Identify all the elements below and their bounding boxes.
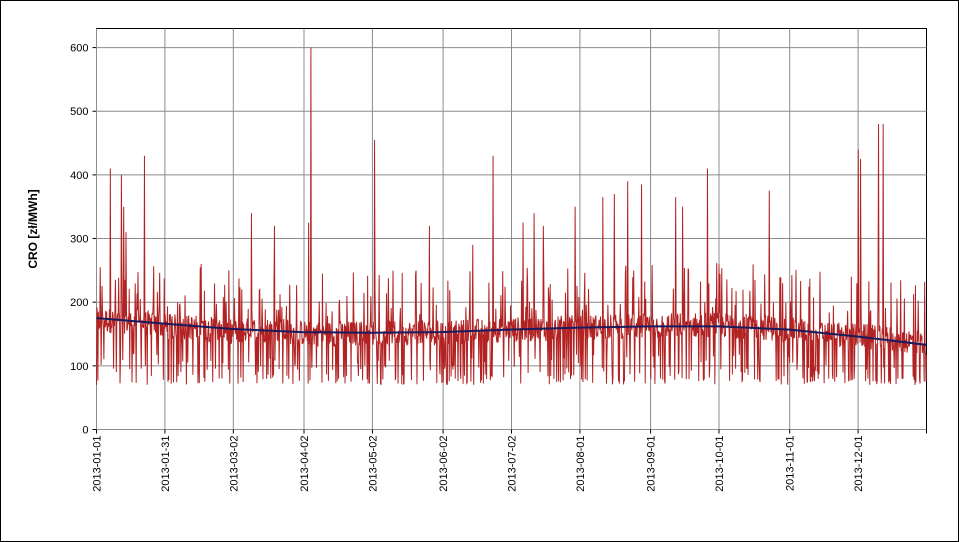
y-tick-label: 600 (70, 43, 88, 55)
x-tick-label: 2013-01-01 (92, 436, 104, 492)
x-tick-label: 2013-12-01 (853, 436, 865, 492)
x-tick-label: 2013-06-02 (438, 436, 450, 492)
x-tick-label: 2013-05-02 (367, 436, 379, 492)
x-tick-label: 2013-11-01 (785, 436, 797, 491)
x-tick-label: 2013-03-02 (228, 436, 240, 492)
y-tick-labels: 0 100 200 300 400 500 600 (70, 43, 88, 437)
series-trend (96, 317, 927, 346)
x-tick-label: 2013-04-02 (299, 436, 311, 492)
x-tick-labels: 2013-01-01 2013-01-31 2013-03-02 2013-04-02… (92, 436, 866, 492)
y-tick-label: 200 (70, 297, 88, 309)
y-tick-label: 100 (70, 361, 88, 373)
y-tick-label: 0 (82, 425, 88, 437)
y-tick-label: 400 (70, 170, 88, 182)
x-tick-label: 2013-07-02 (507, 436, 519, 492)
hourly-price-line (96, 47, 927, 386)
x-tick-label: 2013-09-01 (646, 436, 658, 492)
trend-line (96, 317, 927, 346)
y-tick-label: 300 (70, 234, 88, 246)
y-axis-label: CRO [zł/MWh] (26, 189, 40, 268)
x-tick-label: 2013-08-01 (575, 436, 587, 492)
y-tick-label: 500 (70, 106, 88, 118)
x-tick-label: 2013-01-31 (160, 436, 172, 492)
series-hourly (96, 47, 927, 386)
x-tick-label: 2013-10-01 (714, 436, 726, 492)
